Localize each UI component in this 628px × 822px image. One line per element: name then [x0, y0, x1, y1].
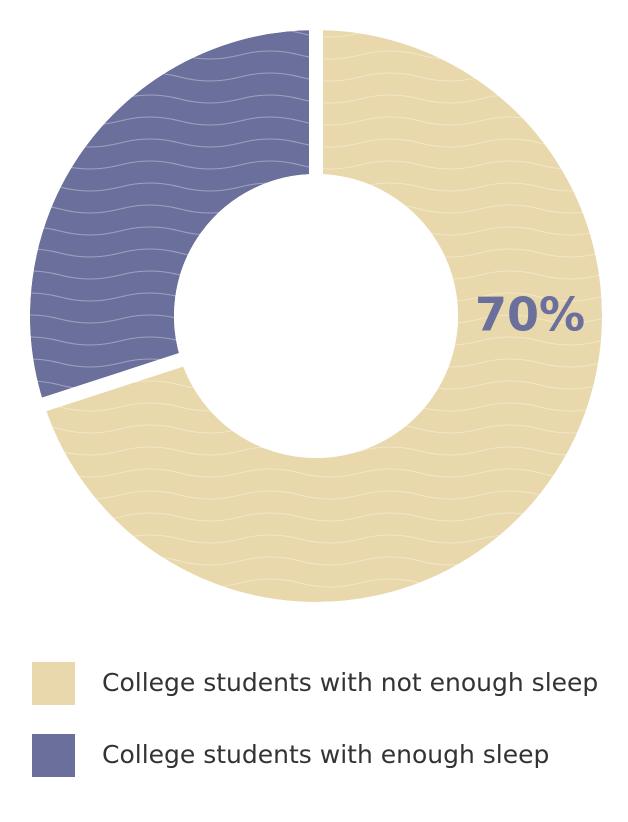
donut: 70%	[16, 15, 616, 616]
legend-swatch	[32, 662, 75, 705]
slice-texture	[16, 15, 323, 416]
legend: College students with not enough sleep Co…	[32, 662, 598, 777]
data-label: 70%	[475, 288, 585, 342]
slice-texture	[28, 15, 616, 616]
legend-label: College students with enough sleep	[102, 740, 549, 769]
legend-label: College students with not enough sleep	[102, 668, 598, 697]
legend-swatch	[32, 734, 75, 777]
